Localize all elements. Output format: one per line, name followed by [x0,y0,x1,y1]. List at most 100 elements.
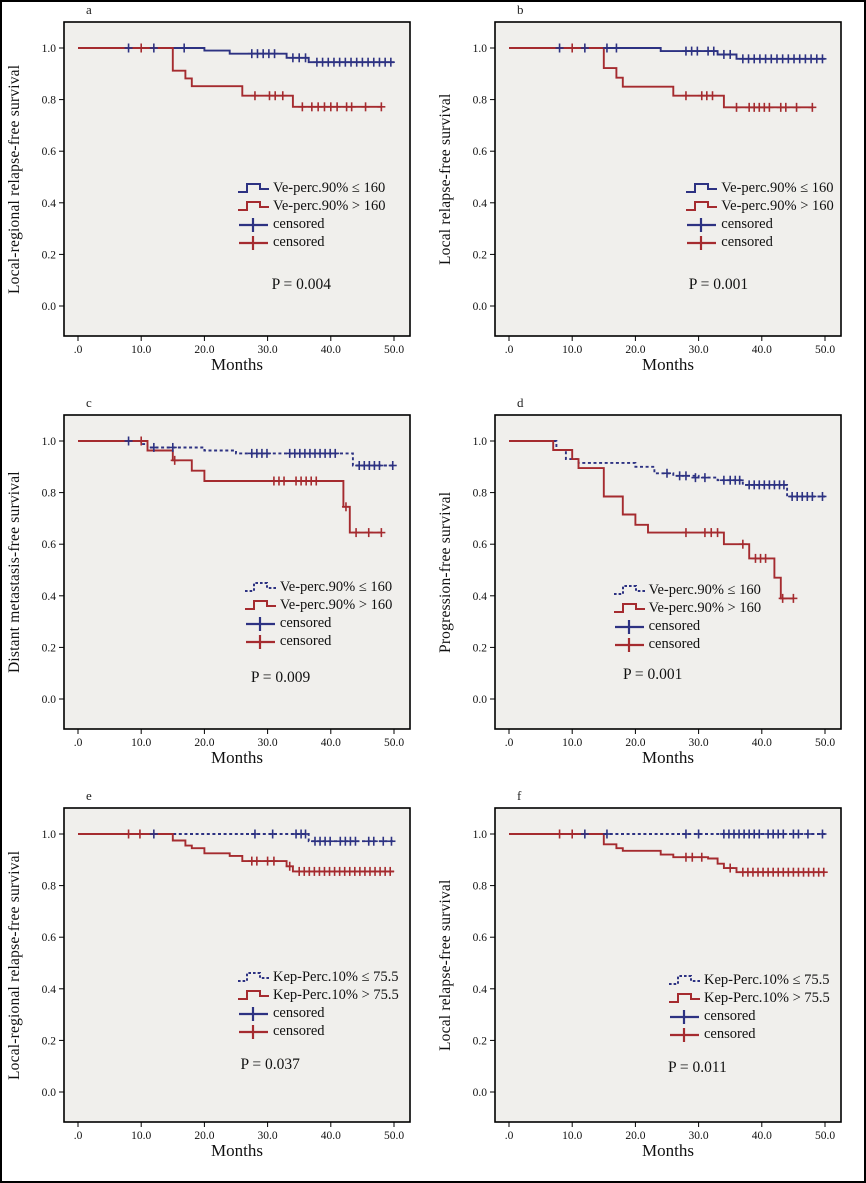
legend-step-line-icon [613,603,645,614]
y-tick-label: 0.0 [473,694,488,706]
legend-row: Kep-Perc.10% > 75.5 [668,989,830,1007]
x-axis-title: Months [211,748,263,767]
legend-label: censored [273,1023,325,1040]
legend-row: Ve-perc.90% ≤ 160 [613,581,761,599]
km-plot-b: .0 10.0 20.0 30.0 40.0 50.0 0.0 0.2 0.4 0.6 0.8 1.0 [473,21,842,356]
legend-row: censored [613,635,761,653]
x-tick-label: 40.0 [321,737,341,749]
survival-curve [509,47,825,60]
legend-step-line-icon [669,975,700,986]
survival-curve [509,47,813,109]
legend-label: censored [273,216,325,232]
legend-row: Ve-perc.90% > 160 [685,197,834,215]
x-tick-label: 40.0 [321,1130,341,1142]
y-tick-label: 0.0 [473,301,488,313]
survival-curve [78,440,394,467]
x-tick-label: 10.0 [131,344,151,356]
legend-label: censored [648,618,701,635]
x-tick-label: 50.0 [815,344,835,356]
x-tick-label: 20.0 [194,737,214,749]
legend-row: censored [237,1004,399,1022]
legend-row: censored [668,1025,830,1043]
p-value: P = 0.001 [623,666,683,684]
panel-letter: c [86,395,92,410]
legend-censored-plus-icon [614,620,644,635]
legend-censored-plus-icon [239,1025,268,1040]
censor-marks [124,829,395,876]
y-tick-label: 0.4 [473,984,488,996]
legend-label: Ve-perc.90% ≤ 160 [273,180,386,196]
censor-marks [555,43,827,64]
y-tick-label: 0.8 [42,488,57,500]
y-axis-title: Distant metastasis-free survival [6,471,23,673]
legend-row: Ve-perc.90% ≤ 160 [244,578,392,596]
p-value: P = 0.001 [688,276,749,294]
y-tick-label: 1.0 [473,436,488,448]
y-tick-label: 0.8 [42,881,57,893]
survival-curve [78,47,382,108]
x-tick-label: 20.0 [625,737,645,749]
y-axis-title: Progression-free survival [437,491,454,653]
legend-censored-plus-icon [245,617,275,632]
censor-marks [124,43,395,67]
y-tick-label: 0.4 [473,591,488,603]
legend-label: censored [721,216,773,232]
legend-label: censored [279,633,332,650]
x-tick-label: 40.0 [752,737,772,749]
panel-b: .0 10.0 20.0 30.0 40.0 50.0 0.0 0.2 0.4 0.6 0.8 1.0… [433,2,864,395]
legend-label: censored [648,636,701,653]
legend: Kep-Perc.10% ≤ 75.5 Kep-Perc.10% > 75.5 ce… [668,971,830,1043]
censor-marks [663,468,827,501]
legend-step-line-icon [244,600,276,611]
y-tick-label: 0.0 [42,1087,57,1099]
legend-label: Ve-perc.90% > 160 [279,597,393,614]
panel-a: .0 10.0 20.0 30.0 40.0 50.0 0.0 0.2 0.4 0.6 0.8 1.0… [2,2,433,395]
legend-label: censored [273,1005,325,1022]
legend-censored-plus-icon [239,236,268,250]
y-tick-label: 0.0 [473,1087,488,1099]
legend-label: censored [704,1026,756,1043]
legend-label: Ve-perc.90% ≤ 160 [648,582,761,599]
y-tick-label: 0.8 [473,488,488,500]
x-tick-label: 50.0 [815,1130,835,1142]
y-tick-label: 1.0 [473,829,488,841]
legend: Ve-perc.90% ≤ 160 Ve-perc.90% > 160 censor… [613,581,761,653]
p-value: P = 0.009 [250,669,311,687]
legend-label: censored [279,615,332,632]
km-plot-f: .0 10.0 20.0 30.0 40.0 50.0 0.0 0.2 0.4 0.6 0.8 1.0 [473,807,842,1142]
y-axis-title: Local relapse-free survival [437,93,454,265]
legend-censored-plus-icon [239,1007,268,1022]
km-plot-a: .0 10.0 20.0 30.0 40.0 50.0 0.0 0.2 0.4 0.6 0.8 1.0 [42,21,411,356]
legend-step-line-icon [238,972,269,983]
axis-ticks [490,47,826,341]
legend-row: censored [237,233,385,251]
x-tick-label: .0 [74,737,83,749]
p-value: P = 0.011 [668,1059,727,1077]
x-tick-label: 30.0 [258,737,278,749]
y-axis-title: Local relapse-free survival [437,879,454,1051]
axis-tick-labels: .0 10.0 20.0 30.0 40.0 50.0 0.0 0.2 0.4 0.6 0.8 1.0 [473,436,836,749]
legend-row: Ve-perc.90% ≤ 160 [237,179,385,197]
axis-tick-labels: .0 10.0 20.0 30.0 40.0 50.0 0.0 0.2 0.4 0.6 0.8 1.0 [42,436,405,749]
x-tick-label: 10.0 [131,1130,151,1142]
legend: Ve-perc.90% ≤ 160 Ve-perc.90% > 160 censor… [244,578,392,650]
legend: Ve-perc.90% ≤ 160 Ve-perc.90% > 160 censor… [685,179,834,251]
legend-step-line-icon [686,201,718,211]
y-tick-label: 1.0 [42,829,57,841]
x-axis-title: Months [642,748,694,767]
legend-row: censored [244,632,392,650]
legend: Kep-Perc.10% ≤ 75.5 Kep-Perc.10% > 75.5 ce… [237,968,399,1040]
legend: Ve-perc.90% ≤ 160 Ve-perc.90% > 160 censor… [237,179,385,251]
legend-step-line-icon [244,582,276,593]
x-tick-label: .0 [505,1130,514,1142]
x-tick-label: 40.0 [752,344,772,356]
axis-tick-labels: .0 10.0 20.0 30.0 40.0 50.0 0.0 0.2 0.4 0.6 0.8 1.0 [42,43,405,356]
km-plot-d: .0 10.0 20.0 30.0 40.0 50.0 0.0 0.2 0.4 0.6 0.8 1.0 [473,414,842,749]
axis-ticks [59,440,395,734]
axis-ticks [59,47,395,341]
panel-f: .0 10.0 20.0 30.0 40.0 50.0 0.0 0.2 0.4 0.6 0.8 1.0… [433,788,864,1181]
panel-e: .0 10.0 20.0 30.0 40.0 50.0 0.0 0.2 0.4 0.6 0.8 1.0… [2,788,433,1181]
x-tick-label: .0 [505,737,514,749]
panel-letter: b [517,2,524,17]
